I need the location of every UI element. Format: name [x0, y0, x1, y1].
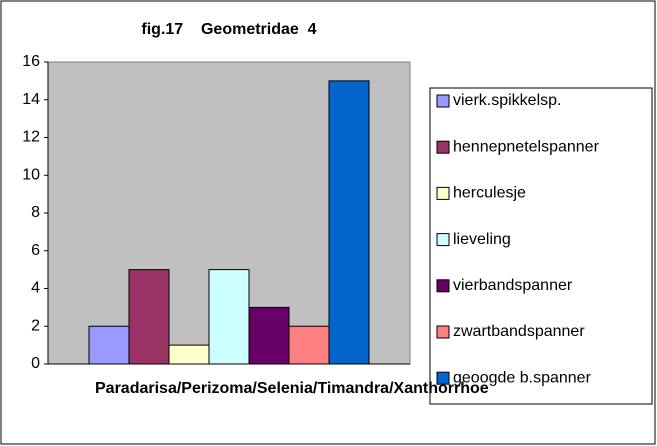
legend-swatch: [436, 279, 450, 293]
legend-label: lieveling: [453, 231, 511, 248]
legend-box: [429, 87, 653, 405]
bar: [208, 269, 250, 365]
legend-swatch: [436, 140, 450, 154]
y-tick-label: 6: [31, 242, 40, 259]
bar: [248, 306, 290, 365]
x-category-label: Paradarisa/Perizoma/Selenia/Timandra/Xan…: [95, 380, 489, 397]
bar: [128, 269, 170, 365]
y-tick-label: 14: [22, 91, 40, 108]
legend-swatch: [436, 233, 450, 247]
legend-swatch: [436, 371, 450, 385]
y-tick-label: 0: [31, 355, 40, 372]
legend-label: herculesje: [453, 185, 526, 202]
legend-label: vierk.spikkelsp.: [453, 92, 561, 109]
bar: [88, 325, 130, 365]
chart-title: fig.17 Geometridae 4: [141, 21, 316, 38]
y-tick-label: 2: [31, 317, 40, 334]
legend-label: geoogde b.spanner: [453, 369, 592, 386]
legend-label: hennepnetelspanner: [453, 138, 600, 155]
legend-label: zwartbandspanner: [453, 323, 585, 340]
y-tick-label: 8: [31, 204, 40, 221]
y-tick-label: 4: [31, 280, 40, 297]
legend-swatch: [436, 186, 450, 200]
y-tick-label: 12: [22, 129, 40, 146]
y-tick-label: 16: [22, 53, 40, 70]
legend-swatch: [436, 94, 450, 108]
bar: [288, 325, 330, 365]
legend-label: vierbandspanner: [453, 277, 573, 294]
y-tick-label: 10: [22, 166, 40, 183]
legend-swatch: [436, 325, 450, 339]
bar: [328, 80, 370, 365]
bar: [168, 344, 210, 365]
